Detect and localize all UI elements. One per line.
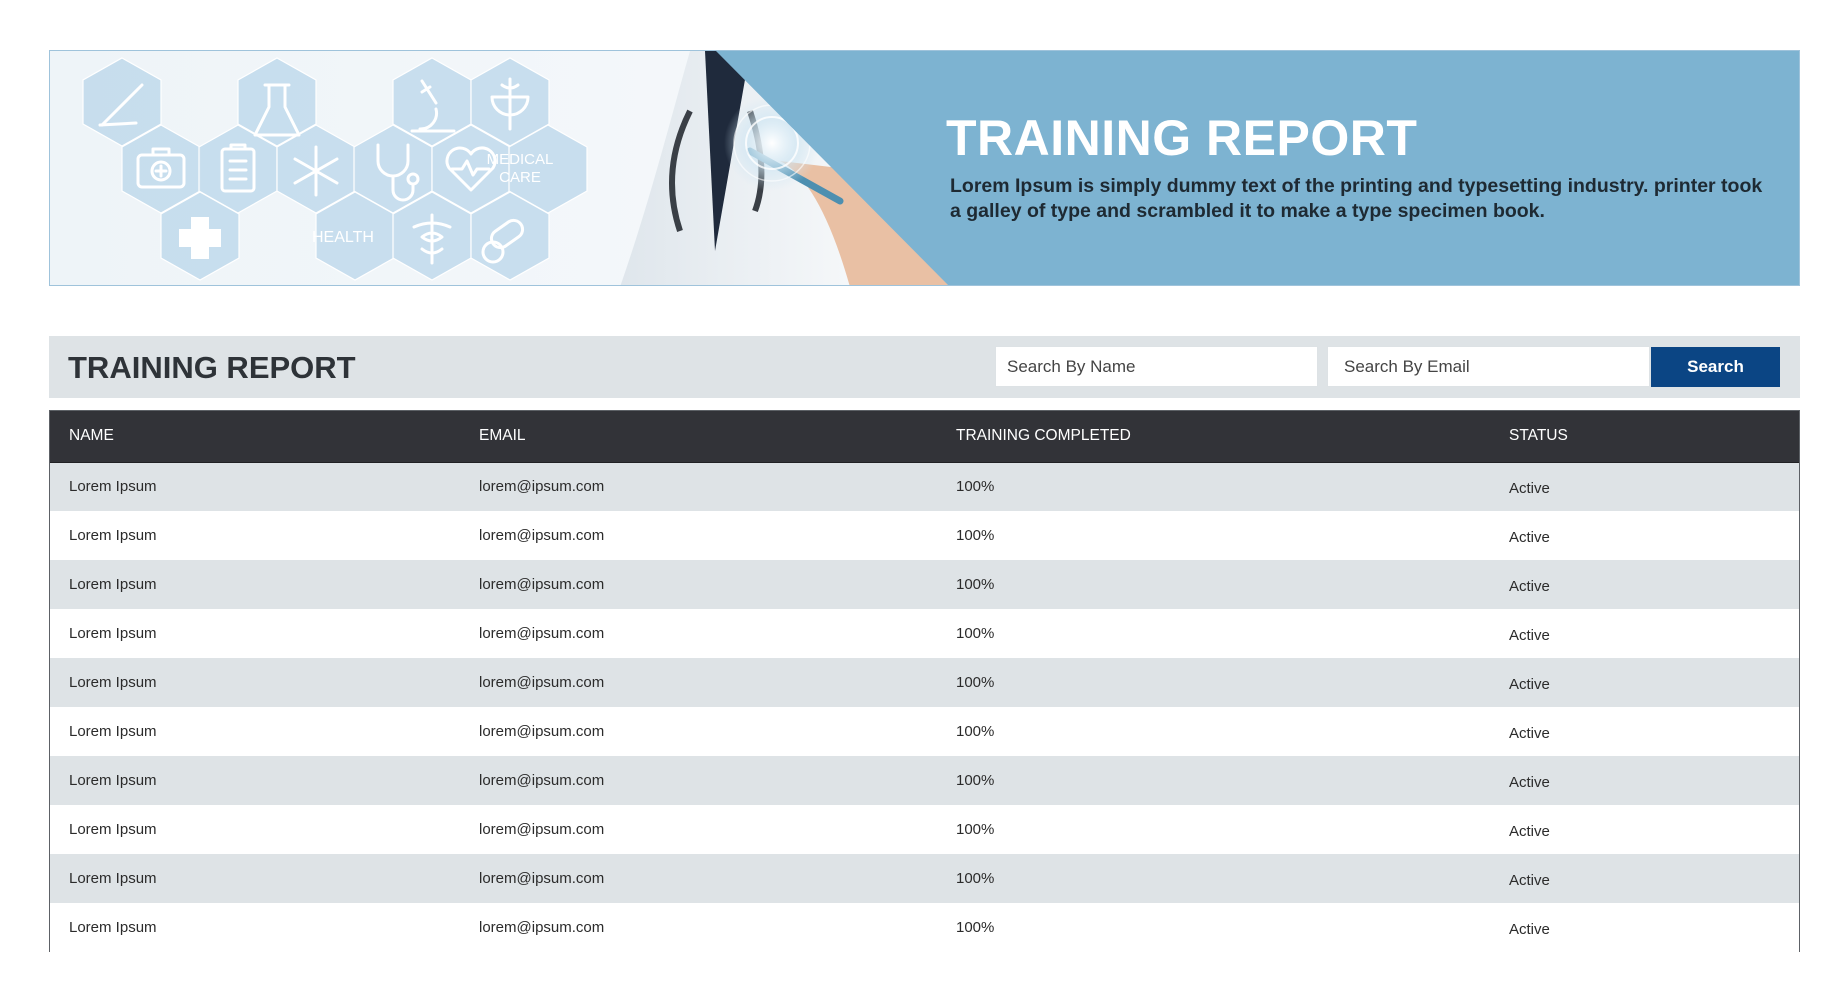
- search-by-email-input[interactable]: [1327, 346, 1650, 387]
- column-header-status[interactable]: STATUS: [1490, 411, 1799, 463]
- table-row: Lorem Ipsum lorem@ipsum.com 100% Active: [50, 511, 1799, 560]
- table-row: Lorem Ipsum lorem@ipsum.com 100% Active: [50, 658, 1799, 707]
- cell-name: Lorem Ipsum: [69, 772, 157, 789]
- hex-label-care: CARE: [499, 169, 541, 186]
- cell-email: lorem@ipsum.com: [479, 478, 605, 496]
- cell-name: Lorem Ipsum: [69, 625, 157, 642]
- cell-status: Active: [1509, 920, 1550, 938]
- cell-email: lorem@ipsum.com: [479, 674, 605, 691]
- report-toolbar: TRAINING REPORT Search: [49, 336, 1800, 398]
- cell-training-completed: 100%: [956, 674, 995, 691]
- cell-name: Lorem Ipsum: [69, 478, 157, 496]
- cell-training-completed: 100%: [956, 527, 995, 544]
- cell-training-completed: 100%: [956, 478, 995, 496]
- cell-status: Active: [1509, 577, 1550, 595]
- banner-title: TRAINING REPORT: [946, 110, 1418, 166]
- cell-name: Lorem Ipsum: [69, 674, 157, 691]
- cell-name: Lorem Ipsum: [69, 919, 157, 936]
- training-table: NAME EMAIL TRAINING COMPLETED STATUS Lor…: [49, 410, 1800, 952]
- cell-name: Lorem Ipsum: [69, 821, 157, 838]
- flask-icon: [253, 83, 301, 137]
- cell-name: Lorem Ipsum: [69, 527, 157, 544]
- cell-name: Lorem Ipsum: [69, 870, 157, 887]
- search-button[interactable]: Search: [1651, 347, 1780, 387]
- cross-icon: [179, 217, 221, 259]
- star-of-life-icon: [293, 145, 339, 197]
- cell-training-completed: 100%: [956, 625, 995, 642]
- page-title: TRAINING REPORT: [68, 350, 356, 385]
- cell-status: Active: [1509, 773, 1550, 791]
- cell-email: lorem@ipsum.com: [479, 919, 605, 936]
- column-header-training-completed[interactable]: TRAINING COMPLETED: [937, 411, 1490, 463]
- hex-label-medical: MEDICAL: [487, 151, 554, 168]
- cell-email: lorem@ipsum.com: [479, 870, 605, 887]
- cell-status: Active: [1509, 528, 1550, 546]
- table-row: Lorem Ipsum lorem@ipsum.com 100% Active: [50, 560, 1799, 609]
- heart-icon: [445, 146, 497, 192]
- cell-email: lorem@ipsum.com: [479, 772, 605, 789]
- cell-name: Lorem Ipsum: [69, 576, 157, 593]
- microscope-icon: [410, 79, 456, 133]
- cell-email: lorem@ipsum.com: [479, 821, 605, 838]
- cell-email: lorem@ipsum.com: [479, 625, 605, 642]
- cell-training-completed: 100%: [956, 821, 995, 838]
- cell-status: Active: [1509, 675, 1550, 693]
- caduceus-icon: [412, 213, 452, 265]
- table-row: Lorem Ipsum lorem@ipsum.com 100% Active: [50, 609, 1799, 658]
- hex-label-health: HEALTH: [312, 229, 374, 246]
- scalpel-icon: [98, 83, 144, 127]
- banner-description: Lorem Ipsum is simply dummy text of the …: [950, 175, 1763, 222]
- table-row: Lorem Ipsum lorem@ipsum.com 100% Active: [50, 903, 1799, 952]
- cell-training-completed: 100%: [956, 723, 995, 740]
- cell-name: Lorem Ipsum: [69, 723, 157, 740]
- cell-training-completed: 100%: [956, 870, 995, 887]
- cell-status: Active: [1509, 626, 1550, 644]
- cell-training-completed: 100%: [956, 576, 995, 593]
- pills-icon: [481, 218, 525, 264]
- cell-training-completed: 100%: [956, 919, 995, 936]
- banner: HEALTH MEDICAL CARE TRAINING REPORT Lore…: [49, 50, 1800, 286]
- cell-status: Active: [1509, 479, 1550, 497]
- pharmacy-icon: [490, 77, 530, 131]
- table-row: Lorem Ipsum lorem@ipsum.com 100% Active: [50, 462, 1799, 511]
- table-row: Lorem Ipsum lorem@ipsum.com 100% Active: [50, 756, 1799, 805]
- first-aid-kit-icon: [136, 147, 186, 189]
- table-row: Lorem Ipsum lorem@ipsum.com 100% Active: [50, 707, 1799, 756]
- column-header-email[interactable]: EMAIL: [460, 411, 937, 463]
- banner-illustration: HEALTH MEDICAL CARE: [50, 51, 1799, 285]
- table-row: Lorem Ipsum lorem@ipsum.com 100% Active: [50, 805, 1799, 854]
- table-row: Lorem Ipsum lorem@ipsum.com 100% Active: [50, 854, 1799, 903]
- table-header-row: NAME EMAIL TRAINING COMPLETED STATUS: [50, 411, 1799, 463]
- cell-training-completed: 100%: [956, 772, 995, 789]
- stethoscope-icon: [376, 143, 420, 202]
- clipboard-icon: [220, 143, 256, 193]
- cell-email: lorem@ipsum.com: [479, 576, 605, 593]
- cell-status: Active: [1509, 724, 1550, 742]
- cell-email: lorem@ipsum.com: [479, 723, 605, 740]
- column-header-name[interactable]: NAME: [50, 411, 460, 463]
- cell-status: Active: [1509, 822, 1550, 840]
- cell-status: Active: [1509, 871, 1550, 889]
- search-by-name-input[interactable]: [995, 346, 1318, 387]
- cell-email: lorem@ipsum.com: [479, 527, 605, 544]
